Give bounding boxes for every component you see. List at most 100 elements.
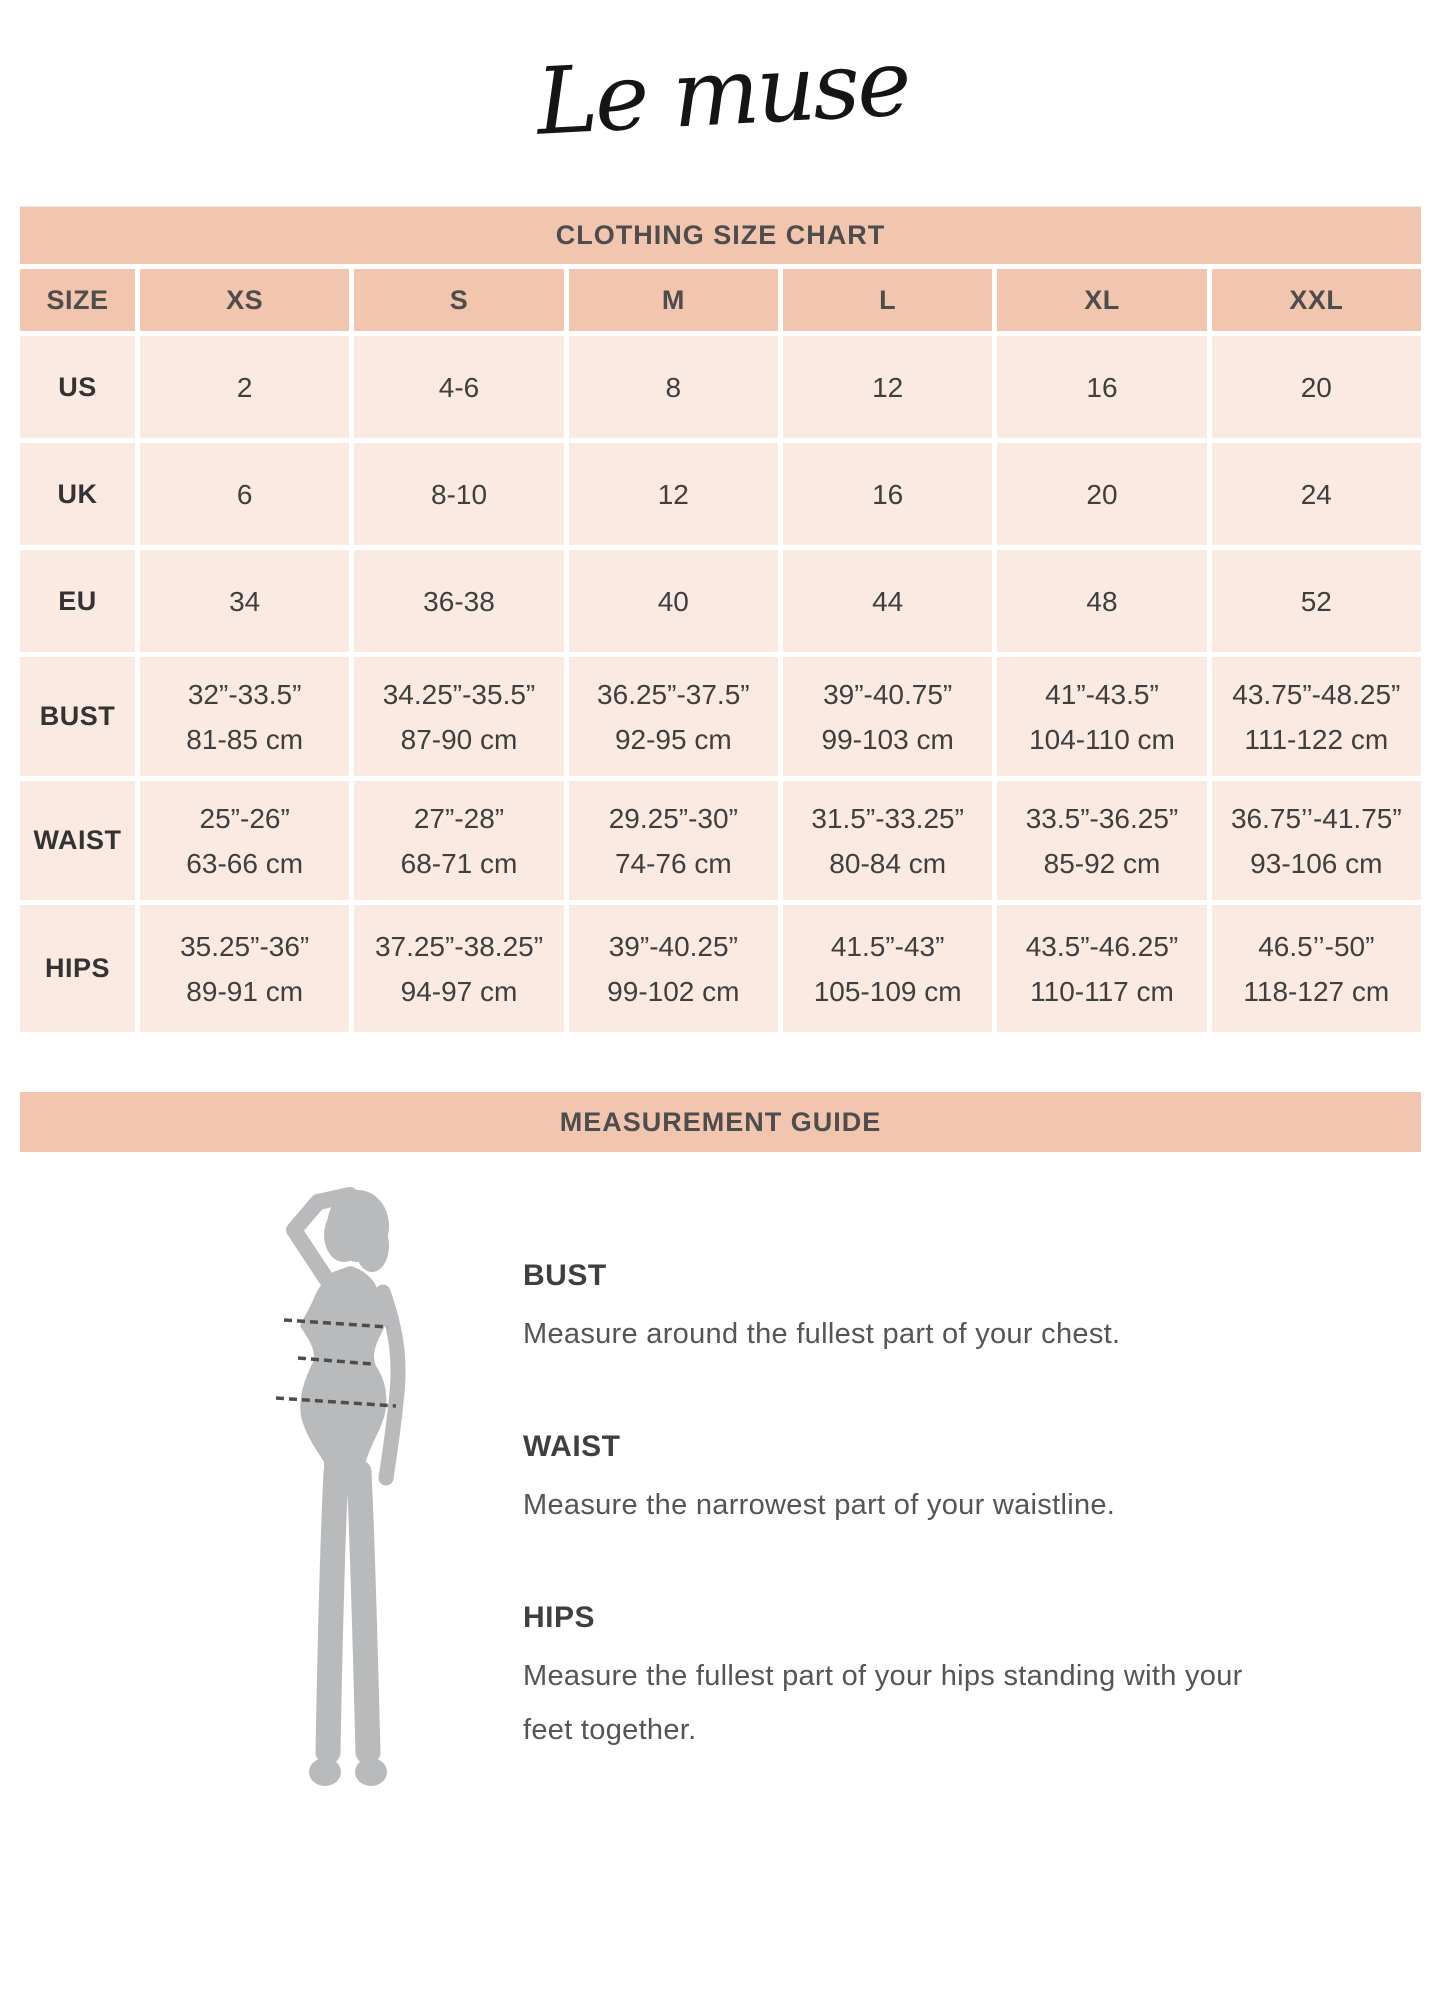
inches-value: 34.25”-35.5” xyxy=(382,678,536,710)
inches-value: 25”-26” xyxy=(199,802,290,834)
measurement-guide-items: BUST Measure around the fullest part of y… xyxy=(523,1258,1293,1757)
guide-description-bust: Measure around the fullest part of your … xyxy=(523,1318,1121,1350)
size-chart-column-header-s: S xyxy=(354,269,564,331)
cm-value: 68-71 cm xyxy=(400,847,518,879)
guide-heading-hips: HIPS xyxy=(523,1601,596,1634)
inches-value: 46.5’’-50” xyxy=(1258,930,1375,962)
cm-value: 104-110 cm xyxy=(1029,723,1175,755)
cm-value: 87-90 cm xyxy=(400,723,518,755)
size-chart-cell-us-xs: 2 xyxy=(140,336,350,438)
silhouette-right-leg xyxy=(346,1459,381,1765)
silhouette-left-leg xyxy=(315,1459,349,1765)
inches-value: 39”-40.75” xyxy=(823,678,953,710)
size-chart-cell-bust-l: 39”-40.75” 99-103 cm xyxy=(782,657,993,776)
measurement-guide-title: MEASUREMENT GUIDE xyxy=(20,1092,1421,1152)
size-chart-cell-bust-xl: 41”-43.5” 104-110 cm xyxy=(997,657,1207,776)
size-chart-cell-uk-xs: 6 xyxy=(140,443,350,545)
cm-value: 63-66 cm xyxy=(186,847,304,879)
cm-value: 111-122 cm xyxy=(1244,723,1389,755)
cm-value: 99-102 cm xyxy=(607,975,740,1007)
size-chart-column-header-xxl: XXL xyxy=(1211,269,1421,331)
size-chart-row-label-waist: WAIST xyxy=(20,781,135,900)
size-chart-cell-eu-xs: 34 xyxy=(140,550,350,652)
size-chart-cell-eu-xxl: 52 xyxy=(1211,550,1421,652)
size-chart-cell-eu-l: 44 xyxy=(782,550,993,652)
inches-value: 27”-28” xyxy=(413,802,505,834)
cm-value: 94-97 cm xyxy=(400,975,518,1007)
size-chart-cell-uk-xl: 20 xyxy=(997,443,1207,545)
size-chart-corner-label: SIZE xyxy=(20,269,135,331)
silhouette-right-foot xyxy=(355,1758,387,1786)
cm-value: 110-117 cm xyxy=(1030,975,1174,1007)
cm-value: 80-84 cm xyxy=(829,847,947,879)
guide-item-bust: BUST Measure around the fullest part of y… xyxy=(523,1258,1293,1361)
size-chart-cell-waist-xs: 25”-26” 63-66 cm xyxy=(140,781,350,900)
female-silhouette-figure xyxy=(275,1187,406,1786)
size-chart-row-label-uk: UK xyxy=(20,443,135,545)
size-chart-cell-us-xl: 16 xyxy=(997,336,1207,438)
bust-measure-line xyxy=(283,1318,389,1329)
size-chart-column-header-l: L xyxy=(782,269,993,331)
size-chart-row-label-hips: HIPS xyxy=(20,905,135,1032)
size-chart-cell-bust-s: 34.25”-35.5” 87-90 cm xyxy=(354,657,564,776)
inches-value: 31.5”-33.25” xyxy=(811,802,964,834)
size-chart-column-header-m: M xyxy=(568,269,778,331)
size-chart-row-label-us: US xyxy=(20,336,135,438)
inches-value: 35.25”-36” xyxy=(180,930,310,962)
size-chart-cell-bust-m: 36.25”-37.5” 92-95 cm xyxy=(568,657,778,776)
size-chart-cell-us-xxl: 20 xyxy=(1211,336,1421,438)
guide-heading-bust: BUST xyxy=(523,1259,607,1292)
size-chart-title: CLOTHING SIZE CHART xyxy=(20,206,1421,264)
guide-description-hips: Measure the fullest part of your hips st… xyxy=(523,1660,1243,1746)
cm-value: 89-91 cm xyxy=(186,975,304,1007)
size-chart-cell-bust-xs: 32”-33.5” 81-85 cm xyxy=(140,657,350,776)
silhouette-torso xyxy=(300,1266,387,1484)
cm-value: 93-106 cm xyxy=(1250,847,1383,879)
guide-heading-waist: WAIST xyxy=(523,1430,621,1463)
size-chart-cell-hips-xs: 35.25”-36” 89-91 cm xyxy=(140,905,350,1032)
size-chart: CLOTHING SIZE CHART SIZE XS S M L XL XXL US 2 4-6… xyxy=(20,206,1421,1032)
size-chart-cell-waist-m: 29.25”-30” 74-76 cm xyxy=(568,781,778,900)
size-chart-cell-eu-s: 36-38 xyxy=(354,550,564,652)
guide-description-waist: Measure the narrowest part of your waist… xyxy=(523,1489,1116,1521)
size-chart-column-header-xs: XS xyxy=(140,269,350,331)
cm-value: 105-109 cm xyxy=(813,975,962,1007)
cm-value: 81-85 cm xyxy=(186,723,304,755)
size-chart-cell-hips-xl: 43.5”-46.25” 110-117 cm xyxy=(997,905,1207,1032)
inches-value: 29.25”-30” xyxy=(608,802,738,834)
size-chart-cell-us-l: 12 xyxy=(782,336,993,438)
silhouette-raised-arm xyxy=(286,1187,358,1300)
cm-value: 74-76 cm xyxy=(614,847,732,879)
inches-value: 32”-33.5” xyxy=(187,678,302,710)
size-chart-row-label-bust: BUST xyxy=(20,657,135,776)
silhouette-head xyxy=(324,1208,364,1262)
inches-value: 43.75”-48.25” xyxy=(1232,678,1401,710)
inches-value: 36.75’’-41.75” xyxy=(1230,802,1402,834)
size-chart-cell-hips-l: 41.5”-43” 105-109 cm xyxy=(782,905,993,1032)
size-chart-cell-us-s: 4-6 xyxy=(354,336,564,438)
size-chart-cell-waist-s: 27”-28” 68-71 cm xyxy=(354,781,564,900)
cm-value: 92-95 cm xyxy=(614,723,732,755)
size-chart-cell-eu-m: 40 xyxy=(568,550,778,652)
size-chart-cell-us-m: 8 xyxy=(568,336,778,438)
size-chart-cell-uk-m: 12 xyxy=(568,443,778,545)
inches-value: 41.5”-43” xyxy=(830,930,945,962)
cm-value: 99-103 cm xyxy=(821,723,954,755)
size-chart-cell-hips-s: 37.25”-38.25” 94-97 cm xyxy=(354,905,564,1032)
brand-logo: Le muse xyxy=(533,29,911,156)
size-chart-cell-waist-xxl: 36.75’’-41.75” 93-106 cm xyxy=(1211,781,1421,900)
size-chart-row-label-eu: EU xyxy=(20,550,135,652)
inches-value: 33.5”-36.25” xyxy=(1025,802,1179,834)
inches-value: 41”-43.5” xyxy=(1045,678,1159,710)
cm-value: 85-92 cm xyxy=(1043,847,1161,879)
size-chart-cell-waist-xl: 33.5”-36.25” 85-92 cm xyxy=(997,781,1207,900)
size-chart-cell-bust-xxl: 43.75”-48.25” 111-122 cm xyxy=(1211,657,1421,776)
guide-item-waist: WAIST Measure the narrowest part of your … xyxy=(523,1429,1293,1532)
inches-value: 43.5”-46.25” xyxy=(1025,930,1179,962)
inches-value: 36.25”-37.5” xyxy=(597,678,750,710)
inches-value: 39”-40.25” xyxy=(608,930,738,962)
guide-item-hips: HIPS Measure the fullest part of your hip… xyxy=(523,1600,1293,1757)
hips-measure-line xyxy=(275,1396,397,1408)
silhouette-left-foot xyxy=(309,1758,341,1786)
